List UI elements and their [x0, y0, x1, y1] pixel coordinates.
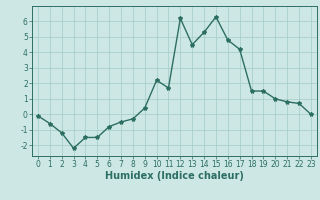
X-axis label: Humidex (Indice chaleur): Humidex (Indice chaleur): [105, 171, 244, 181]
